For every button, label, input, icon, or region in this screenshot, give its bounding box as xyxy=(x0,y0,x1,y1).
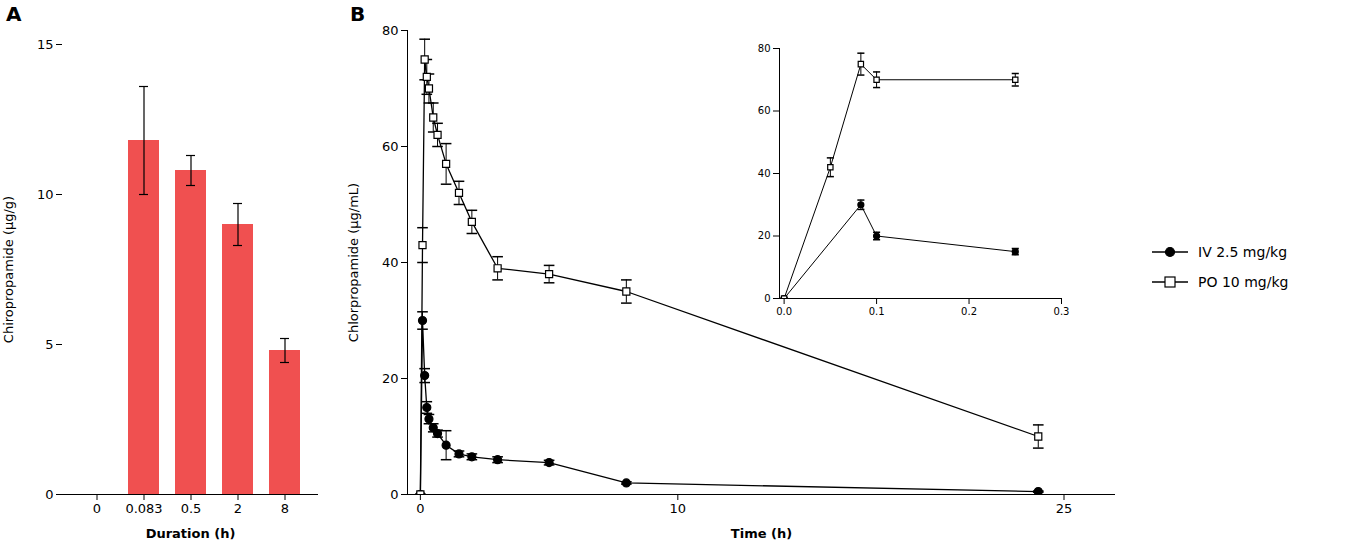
svg-text:60: 60 xyxy=(382,139,399,154)
html-text:A: A xyxy=(6,2,22,26)
svg-text:0.1: 0.1 xyxy=(869,306,885,317)
svg-text:0.5: 0.5 xyxy=(181,501,202,516)
svg-text:Duration (h): Duration (h) xyxy=(146,526,236,541)
svg-text:0: 0 xyxy=(390,487,398,502)
html-text:IV 2.5 mg/kg: IV 2.5 mg/kg xyxy=(1198,244,1288,260)
svg-text:20: 20 xyxy=(758,230,771,241)
html-text:PO 10 mg/kg: PO 10 mg/kg xyxy=(1198,274,1289,290)
svg-text:10: 10 xyxy=(37,187,54,202)
svg-text:0.3: 0.3 xyxy=(1054,306,1070,317)
html-text:B: B xyxy=(350,2,366,26)
svg-text:5: 5 xyxy=(45,337,53,352)
svg-text:80: 80 xyxy=(382,23,399,38)
svg-text:40: 40 xyxy=(382,255,399,270)
svg-text:0.083: 0.083 xyxy=(125,501,162,516)
svg-text:0.2: 0.2 xyxy=(961,306,977,317)
svg-text:15: 15 xyxy=(37,37,54,52)
svg-text:Chlorpropamide (μg/mL): Chlorpropamide (μg/mL) xyxy=(346,183,361,342)
svg-text:0: 0 xyxy=(764,293,770,304)
svg-text:60: 60 xyxy=(758,105,771,116)
svg-text:0: 0 xyxy=(45,487,53,502)
svg-text:Chiropropamide (μg/g): Chiropropamide (μg/g) xyxy=(1,196,16,343)
svg-text:40: 40 xyxy=(758,168,771,179)
svg-text:10: 10 xyxy=(670,501,687,516)
svg-text:8: 8 xyxy=(281,501,289,516)
svg-text:20: 20 xyxy=(382,371,399,386)
svg-text:Time (h): Time (h) xyxy=(731,526,792,541)
svg-text:0.0: 0.0 xyxy=(776,306,792,317)
svg-text:0: 0 xyxy=(93,501,101,516)
svg-text:0: 0 xyxy=(416,501,424,516)
svg-text:80: 80 xyxy=(758,43,771,54)
svg-text:2: 2 xyxy=(234,501,242,516)
svg-text:25: 25 xyxy=(1056,501,1073,516)
